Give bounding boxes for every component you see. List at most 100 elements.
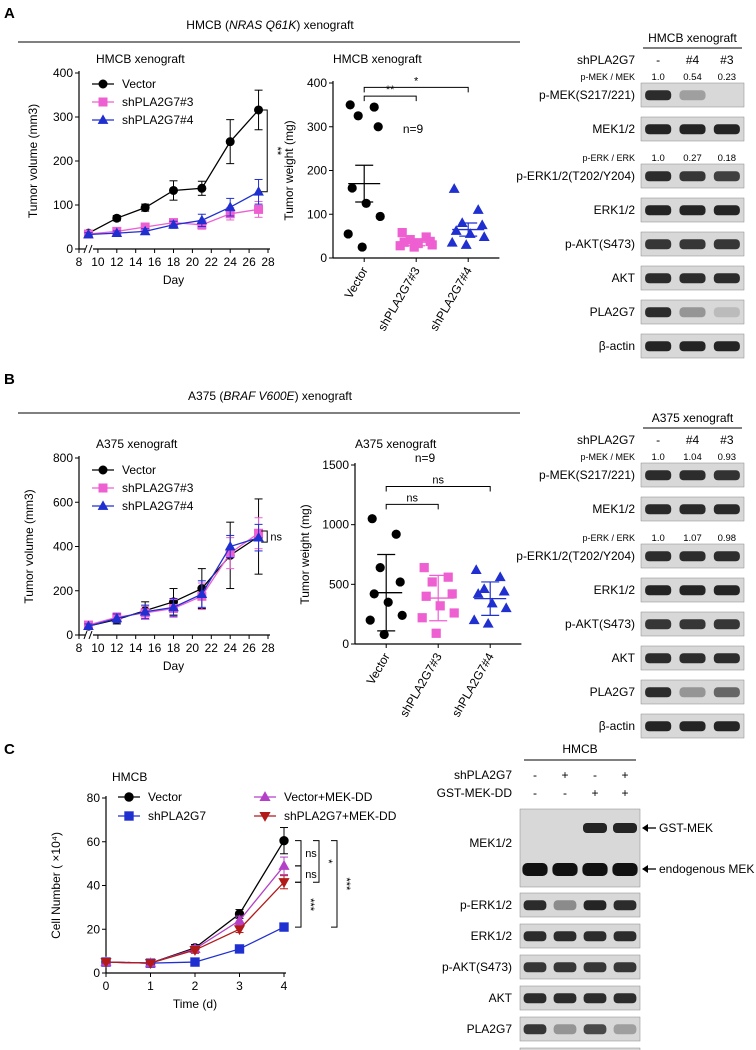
blot-band [679, 687, 706, 698]
wb-lane-label: - [656, 53, 660, 67]
x-category-label: shPLA2G7#3 [375, 264, 423, 333]
blot-band [679, 585, 706, 596]
wb-ratio-value: 0.27 [683, 153, 702, 164]
data-point [279, 835, 289, 846]
data-point [189, 945, 201, 956]
chart-title: A375 xenograft [96, 437, 178, 451]
blot-band [645, 341, 672, 352]
sample-size-annotation: n=9 [415, 451, 436, 465]
blot-6-membrane [519, 1047, 641, 1050]
wb-treatment-sign: - [533, 768, 537, 782]
wb-row-label: p-MEK(S217/221) [539, 88, 635, 102]
y-tick-label: 60 [87, 835, 101, 849]
data-point [83, 228, 94, 239]
blot-band [713, 273, 740, 284]
data-point [472, 204, 484, 214]
data-point [456, 217, 468, 227]
significance-bracket [295, 840, 302, 867]
blot-band [679, 504, 706, 515]
legend-marker [259, 811, 271, 822]
blot-band [523, 931, 547, 942]
band-arrowhead [642, 865, 648, 873]
wb-row-label: AKT [612, 271, 636, 285]
wb-ratio-label: p-ERK / ERK [582, 153, 635, 163]
x-tick-label: 14 [129, 255, 143, 269]
x-axis-break [88, 630, 93, 640]
data-point [379, 629, 389, 640]
data-point [169, 185, 179, 195]
group-vector [365, 514, 407, 640]
x-tick-label: 8 [76, 255, 83, 269]
blot-band [679, 273, 706, 284]
chart-c-cell-growth: 0 20 40 60 80 0 1 2 3 4 Time (d) Cell Number ( ×10⁴… [49, 770, 397, 1011]
wb-ratio-value: 0.93 [718, 452, 737, 463]
wb-lane-label: #4 [686, 433, 700, 447]
x-category-label: Vector [364, 651, 393, 687]
data-point [233, 925, 246, 936]
wb-row-label: PLA2G7 [590, 685, 636, 699]
data-point [345, 100, 355, 110]
blot-band [645, 171, 672, 182]
wb-treatment-sign: - [563, 786, 567, 800]
data-point [139, 225, 151, 236]
wb-treatment-label: GST-MEK-DD [437, 786, 513, 800]
x-category-label: shPLA2G7#4 [449, 650, 497, 719]
x-tick-label: 14 [129, 641, 143, 655]
data-point [397, 228, 407, 238]
y-tick-label: 200 [53, 584, 73, 598]
y-tick-label: 500 [329, 577, 349, 591]
x-category-label: shPLA2G7#4 [427, 264, 475, 333]
significance-label: ns [432, 474, 444, 486]
y-tick-label: 1000 [322, 518, 349, 532]
data-point [111, 227, 123, 238]
blot-band [552, 863, 578, 876]
blot-band [583, 962, 607, 973]
data-point [253, 531, 264, 542]
x-axis-break [88, 244, 93, 254]
data-point [472, 588, 484, 598]
wb-ratio-value: 1.0 [652, 452, 665, 463]
data-point [144, 959, 157, 970]
blot-band [713, 504, 740, 515]
blot-band [713, 687, 740, 698]
legend-item: shPLA2G7#4 [92, 499, 194, 513]
western-blot-c: HMCB shPLA2G7 - + - + GST-MEK-DD - - + + MEK1/2 GST-… [437, 742, 754, 1050]
wb-row-label: p-ERK1/2(T202/Y204) [516, 169, 635, 183]
data-point [278, 859, 290, 870]
blot-band [613, 931, 637, 942]
blot-band [679, 171, 706, 182]
data-point [395, 577, 405, 587]
data-point [447, 589, 457, 599]
data-point [369, 589, 379, 599]
data-point [419, 563, 429, 573]
wb-ratio-value: 1.07 [683, 533, 702, 544]
data-point [111, 612, 123, 623]
wb-treatment-sign: - [533, 786, 537, 800]
significance-bracket [331, 840, 338, 928]
panel-a-letter: A [4, 5, 15, 22]
data-point [494, 571, 506, 582]
blot-band [645, 239, 672, 250]
data-point [139, 606, 151, 616]
legend-label: shPLA2G7#4 [122, 499, 194, 513]
wb-ratio-value: 1.0 [652, 533, 665, 544]
significance-bracket [295, 865, 302, 883]
blot-band [713, 653, 740, 664]
data-point [225, 137, 235, 147]
group-sh4 [468, 564, 512, 628]
data-point [347, 183, 357, 193]
chart-title: HMCB xenograft [333, 52, 422, 66]
wb-lane-label: #4 [686, 53, 700, 67]
blot-band [679, 721, 706, 732]
wb-row-label: MEK1/2 [469, 836, 512, 850]
blot-band [645, 687, 672, 698]
y-tick-label: 600 [53, 495, 73, 509]
blot-band [679, 90, 706, 101]
y-tick-label: 0 [66, 242, 73, 256]
group-sh3 [395, 228, 437, 252]
chart-title: HMCB [112, 770, 147, 784]
x-axis-label: Day [163, 659, 184, 673]
significance-bracket [313, 840, 320, 883]
blot-band [713, 239, 740, 250]
wb-ratio-value: 1.04 [683, 452, 702, 463]
